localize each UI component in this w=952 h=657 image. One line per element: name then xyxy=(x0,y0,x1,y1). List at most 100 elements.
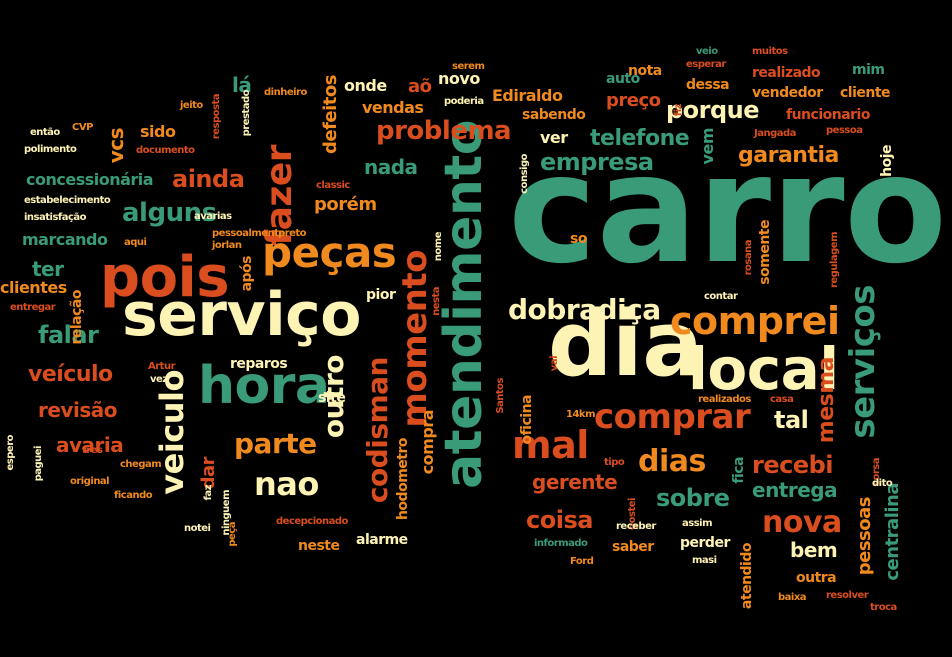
word-92: insatisfação xyxy=(24,212,87,223)
word-28: coisa xyxy=(526,506,593,534)
word-118: rosana xyxy=(743,240,754,276)
word-19: dobradiça xyxy=(508,293,661,326)
word-95: CVP xyxy=(72,122,93,133)
word-93: polimento xyxy=(24,144,77,155)
word-32: revisão xyxy=(38,398,117,422)
word-21: problema xyxy=(376,116,512,146)
word-119: regulagem xyxy=(829,232,840,289)
word-81: outra xyxy=(796,570,837,586)
word-30: falar xyxy=(38,321,99,349)
word-104: aqui xyxy=(124,237,147,248)
word-85: após xyxy=(239,256,255,292)
word-146: peça xyxy=(227,522,238,547)
word-62: auto xyxy=(606,71,640,87)
word-41: pessoas xyxy=(854,497,875,576)
word-126: tipo xyxy=(604,457,625,468)
word-114: fiz xyxy=(673,104,684,117)
word-2: dia xyxy=(548,292,703,397)
word-100: documento xyxy=(136,145,195,156)
word-14: comprar xyxy=(594,397,751,437)
word-74: vcs xyxy=(104,128,128,164)
word-135: troca xyxy=(870,602,897,613)
word-75: defeitos xyxy=(320,75,341,154)
word-45: hodometro xyxy=(395,438,411,521)
word-47: ter xyxy=(32,257,64,281)
word-4: local xyxy=(688,335,839,403)
word-143: faz xyxy=(203,485,214,501)
word-71: vem xyxy=(698,128,717,165)
word-60: sabendo xyxy=(522,107,586,123)
word-49: marcando xyxy=(22,230,108,249)
word-88: so xyxy=(570,231,587,247)
word-42: centralina xyxy=(882,483,903,581)
word-148: espero xyxy=(5,435,16,471)
word-8: momento xyxy=(395,250,435,428)
word-38: gerente xyxy=(532,470,618,494)
word-17: codisman xyxy=(361,357,394,504)
word-139: tres xyxy=(82,445,103,456)
word-24: parte xyxy=(234,427,317,460)
word-65: preço xyxy=(606,90,661,111)
word-54: porém xyxy=(314,194,377,215)
word-6: hora xyxy=(198,356,330,416)
word-59: Ediraldo xyxy=(492,86,563,105)
word-131: Ford xyxy=(570,556,594,567)
word-94: então xyxy=(30,127,60,138)
word-101: classic xyxy=(316,180,350,191)
word-90: entregar xyxy=(10,302,56,313)
word-129: assim xyxy=(682,518,713,529)
word-26: mesma xyxy=(814,357,839,444)
word-124: casa xyxy=(770,394,794,405)
word-120: Santos xyxy=(495,378,506,414)
word-33: avaria xyxy=(56,433,124,457)
word-83: fica xyxy=(731,457,747,484)
word-46: nada xyxy=(364,155,418,179)
word-134: resolver xyxy=(826,590,869,601)
word-37: garantia xyxy=(738,143,839,168)
word-99: dinheiro xyxy=(264,87,307,98)
word-50: concessionária xyxy=(26,170,154,189)
word-23: nao xyxy=(254,465,319,503)
word-80: saber xyxy=(612,539,654,555)
word-107: nome xyxy=(433,232,444,262)
word-122: 14km xyxy=(566,409,596,420)
word-66: realizado xyxy=(752,65,821,81)
word-108: nesta xyxy=(431,287,442,316)
word-106: avarias xyxy=(194,211,232,222)
word-69: cliente xyxy=(840,85,891,101)
word-25: tal xyxy=(774,406,809,434)
word-140: chegam xyxy=(120,459,162,470)
word-89: contar xyxy=(704,291,738,302)
word-91: estabelecimento xyxy=(24,195,111,206)
word-61: ver xyxy=(540,128,568,147)
word-9: comprei xyxy=(670,299,840,343)
word-138: vez xyxy=(150,374,168,385)
word-128: receber xyxy=(616,521,656,532)
word-105: jorlan xyxy=(212,240,242,251)
word-79: perder xyxy=(680,535,730,551)
word-56: onde xyxy=(344,76,387,95)
word-11: serviços xyxy=(843,285,883,439)
word-149: paguei xyxy=(33,446,44,482)
word-130: informado xyxy=(534,538,588,549)
word-141: original xyxy=(70,476,110,487)
word-1: serviço xyxy=(122,280,361,350)
word-97: resposta xyxy=(211,94,222,140)
word-52: reparos xyxy=(230,356,288,372)
word-76: hoje xyxy=(879,145,895,177)
word-87: somente xyxy=(757,220,773,285)
word-13: peças xyxy=(262,228,397,277)
word-55: vendas xyxy=(362,98,424,117)
word-63: nota xyxy=(628,63,662,79)
word-68: vendedor xyxy=(752,85,823,101)
word-147: decepcionado xyxy=(276,516,348,527)
word-58: novo xyxy=(438,69,480,88)
word-48: clientes xyxy=(0,278,67,297)
word-102: pessoalmente xyxy=(212,228,285,239)
word-86: relação xyxy=(69,290,85,345)
word-112: esperar xyxy=(686,59,726,70)
word-144: notei xyxy=(184,523,211,534)
word-123: realizados xyxy=(698,394,751,405)
word-73: sido xyxy=(140,122,176,141)
